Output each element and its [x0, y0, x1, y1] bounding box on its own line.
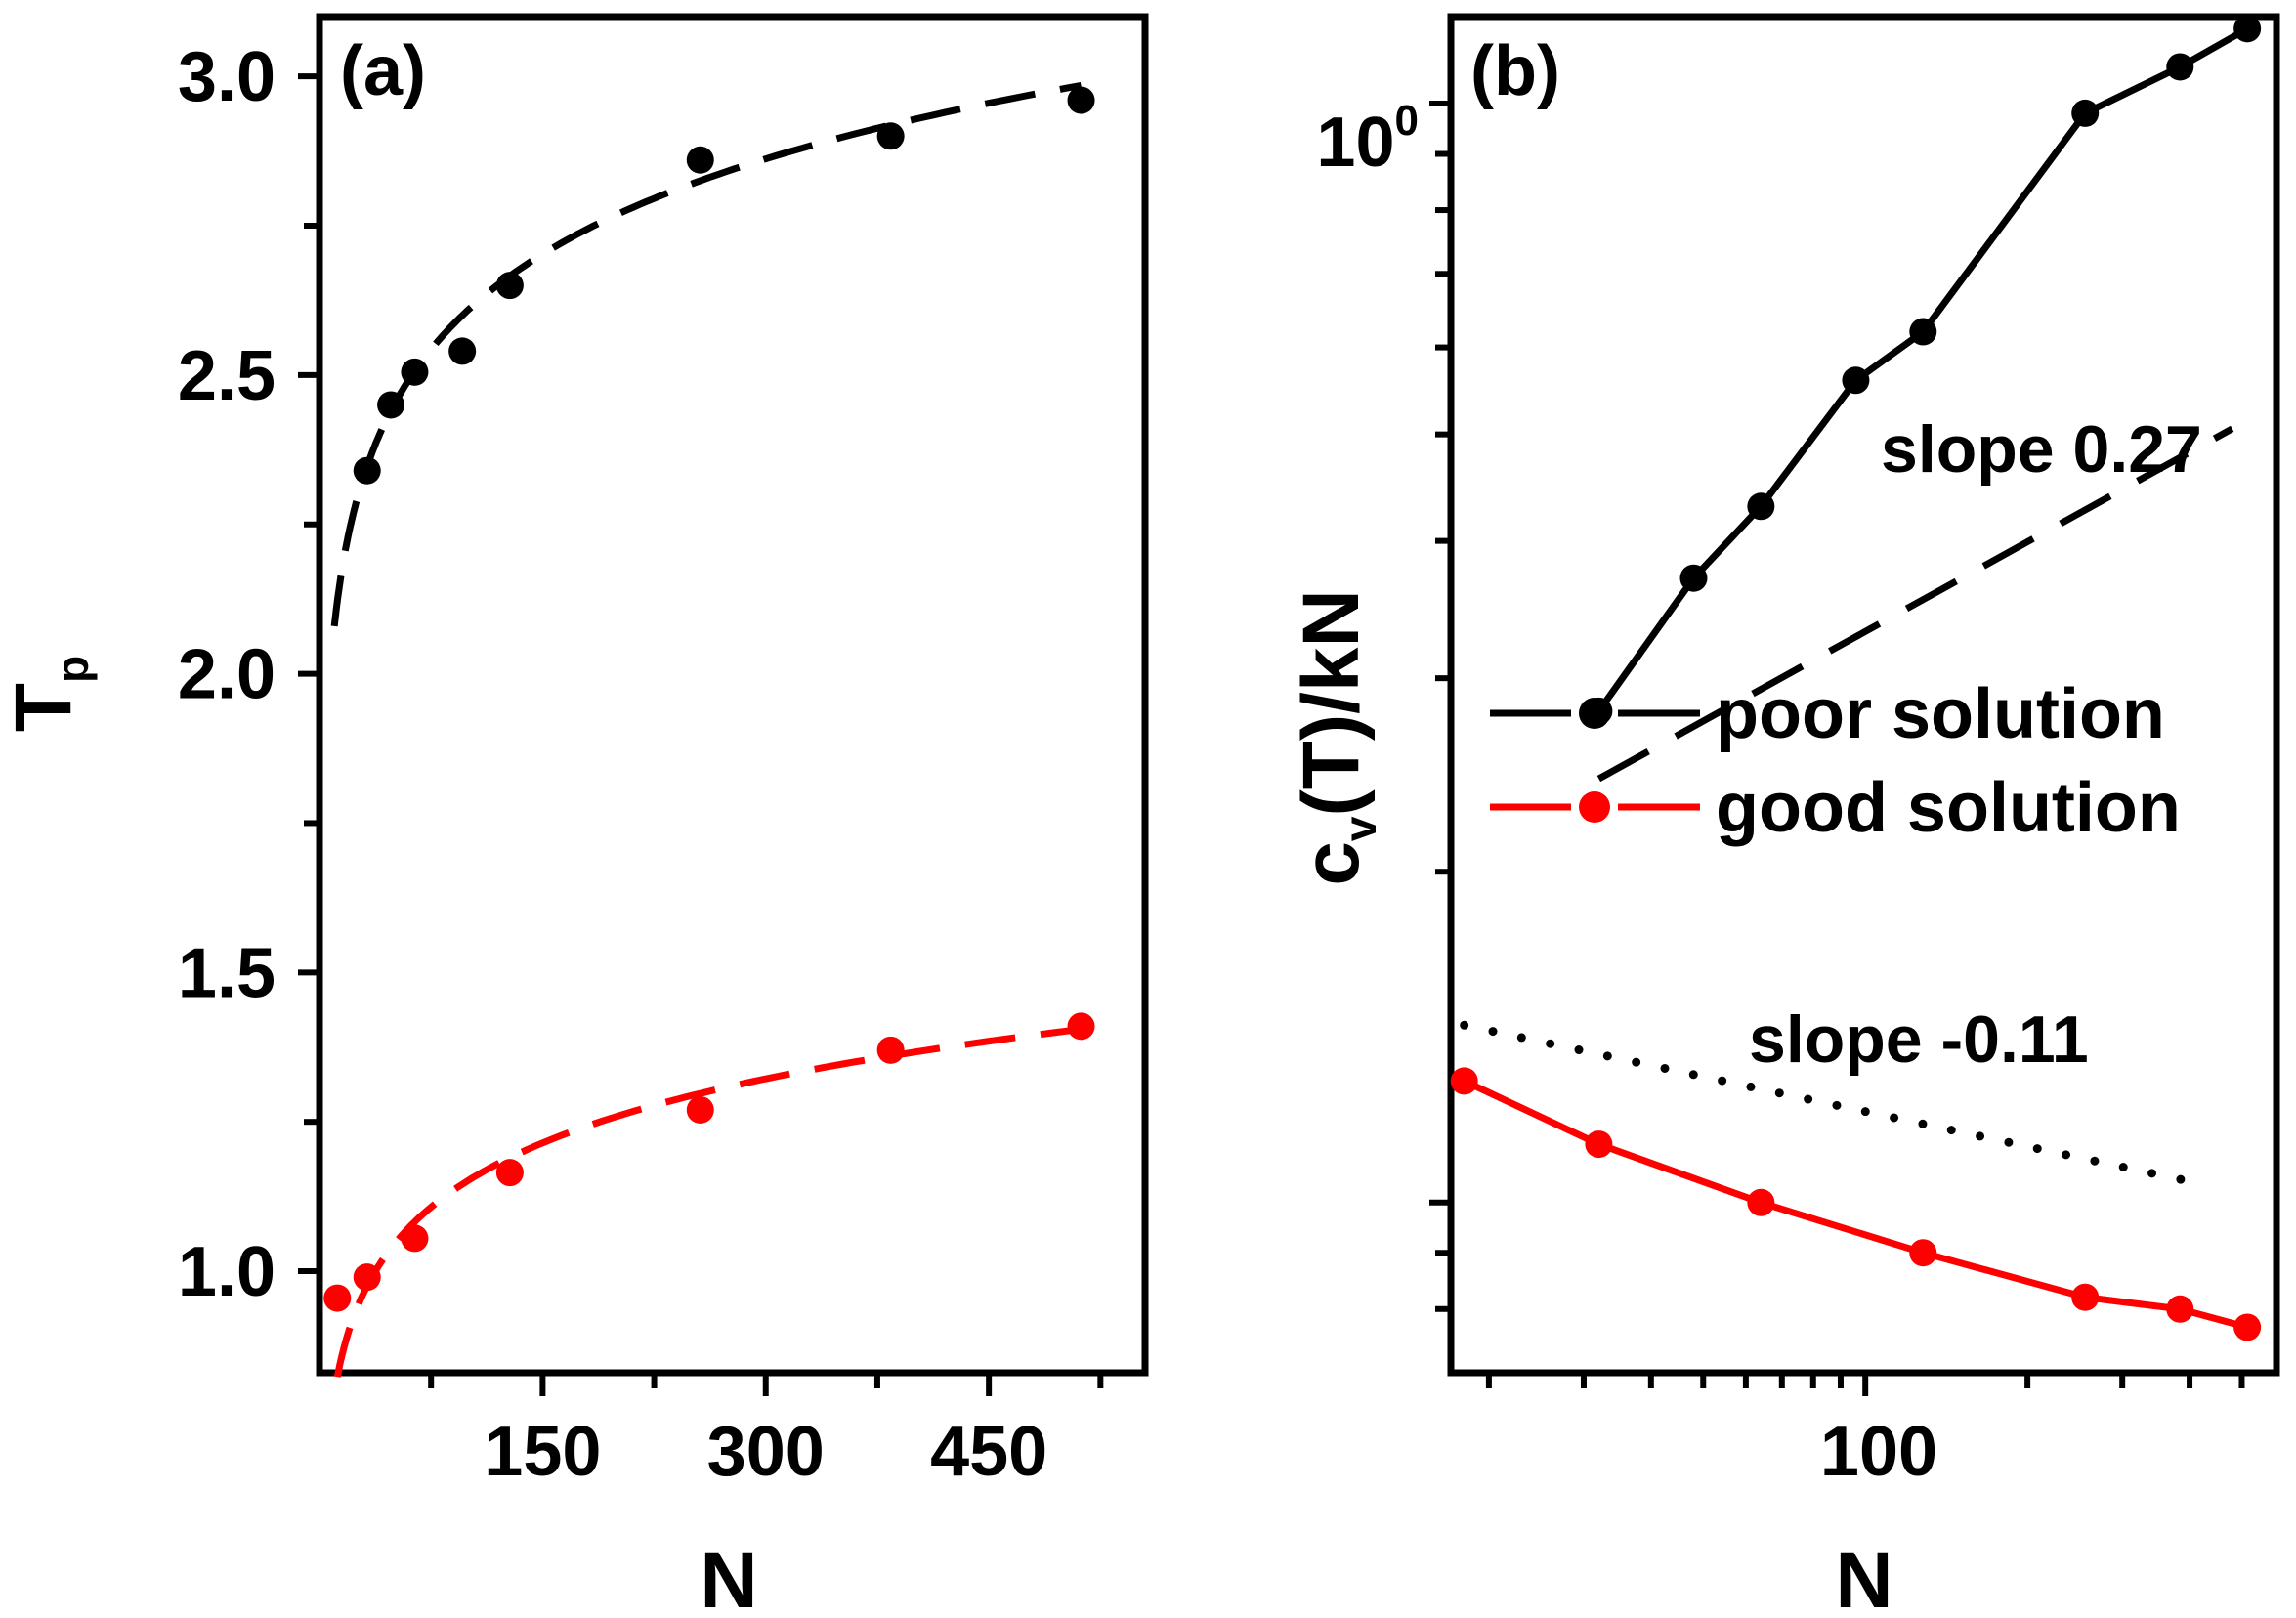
- panel-b-y-axis-label-main: c: [1287, 841, 1376, 886]
- poor-data-point: [1909, 318, 1937, 346]
- legend-good-label: good solution: [1716, 769, 2181, 847]
- poor-data-point: [2233, 15, 2262, 43]
- good-data-point: [1585, 1130, 1613, 1159]
- panel-b-label: (b): [1470, 32, 1560, 110]
- panel-a-y-axis-label-main: T: [0, 683, 88, 732]
- good-data-point: [401, 1224, 429, 1253]
- poor-data-point: [1067, 86, 1095, 114]
- poor-data-point: [495, 272, 524, 300]
- good-data-point: [495, 1159, 524, 1187]
- x-tick-label: 300: [707, 1413, 825, 1491]
- panel-b-y-tick-exp: 0: [1395, 97, 1419, 145]
- poor-data-point: [2071, 99, 2100, 127]
- y-tick-label: 1.5: [178, 934, 276, 1012]
- poor-data-point: [448, 337, 477, 365]
- poor-data-point: [1842, 366, 1870, 395]
- panel-b-y-axis-label-sub: v: [1335, 816, 1385, 841]
- panel-b: (b) slope 0.27 slope -0.11 100 100 N cv(…: [1287, 13, 2280, 1618]
- poor-data-point: [1747, 492, 1775, 521]
- panel-a-frame: [316, 13, 1149, 1377]
- poor-data-point: [377, 391, 405, 419]
- slope-good-annotation: slope -0.11: [1749, 1002, 2089, 1077]
- panel-a-y-axis-label: Tp: [0, 656, 98, 732]
- x-tick-label: 150: [484, 1413, 601, 1491]
- poor-data-point: [686, 146, 714, 174]
- legend: poor solution good solution: [1490, 675, 2181, 847]
- good-data-point: [1909, 1239, 1937, 1267]
- good-data-point: [686, 1095, 714, 1124]
- good-data-point: [2233, 1313, 2262, 1341]
- panel-a-ticks: 150 300 450 1.0 1.5 2.0 2.5 3.0: [178, 38, 1104, 1491]
- panel-b-y-axis-label-rest: (T)/kN: [1287, 589, 1376, 816]
- slope-poor-annotation: slope 0.27: [1881, 412, 2202, 487]
- good-data-point: [323, 1284, 352, 1312]
- panel-a-fit-lines: [330, 81, 1083, 1378]
- good-series-line: [1463, 1078, 2249, 1331]
- poor-data-point: [401, 358, 429, 386]
- panel-b-x-axis-label: N: [1835, 1536, 1892, 1618]
- panel-b-series: [1450, 15, 2262, 1341]
- good-data-point: [353, 1263, 381, 1292]
- poor-data-point: [1679, 564, 1708, 592]
- good-data-point: [1067, 1012, 1095, 1041]
- legend-poor-marker: [1579, 698, 1610, 729]
- panel-b-y-tick-label: 100: [1316, 97, 1419, 182]
- poor-series-line: [1595, 25, 2249, 713]
- x-tick-label: 450: [930, 1413, 1047, 1491]
- y-tick-label: 1.0: [178, 1233, 276, 1311]
- slope-poor-reference-line: [1596, 425, 2234, 783]
- y-tick-label: 3.0: [178, 38, 276, 116]
- panel-b-y-axis-label: cv(T)/kN: [1287, 589, 1385, 886]
- panel-b-ticks: [1429, 101, 2245, 1396]
- slope-good-reference-line: [1460, 1020, 2206, 1189]
- good-data-point: [2071, 1283, 2100, 1311]
- poor-data-point: [2166, 53, 2194, 81]
- poor-data-point: [876, 122, 905, 150]
- panel-b-x-tick-label: 100: [1820, 1413, 1937, 1491]
- legend-good-marker: [1579, 791, 1610, 823]
- y-tick-label: 2.5: [178, 337, 276, 415]
- panel-b-y-tick-base: 10: [1316, 104, 1394, 182]
- good-data-point: [1450, 1067, 1478, 1095]
- panel-b-reference-lines: [1460, 425, 2234, 1189]
- good-data-point: [1747, 1188, 1775, 1216]
- panel-a-label: (a): [340, 32, 426, 110]
- panel-a-x-axis-label: N: [700, 1536, 757, 1618]
- poor-fit-line: [330, 81, 1083, 627]
- good-fit-line: [333, 1026, 1082, 1378]
- good-data-point: [876, 1036, 905, 1064]
- panel-a-points: [323, 86, 1095, 1312]
- panel-a-y-axis-label-sub: p: [47, 656, 98, 683]
- poor-data-point: [353, 456, 381, 485]
- y-tick-label: 2.0: [178, 636, 276, 714]
- legend-poor-label: poor solution: [1716, 675, 2165, 753]
- good-data-point: [2166, 1295, 2194, 1323]
- panel-a: 150 300 450 1.0 1.5 2.0 2.5 3.0 (a) N Tp: [0, 13, 1149, 1618]
